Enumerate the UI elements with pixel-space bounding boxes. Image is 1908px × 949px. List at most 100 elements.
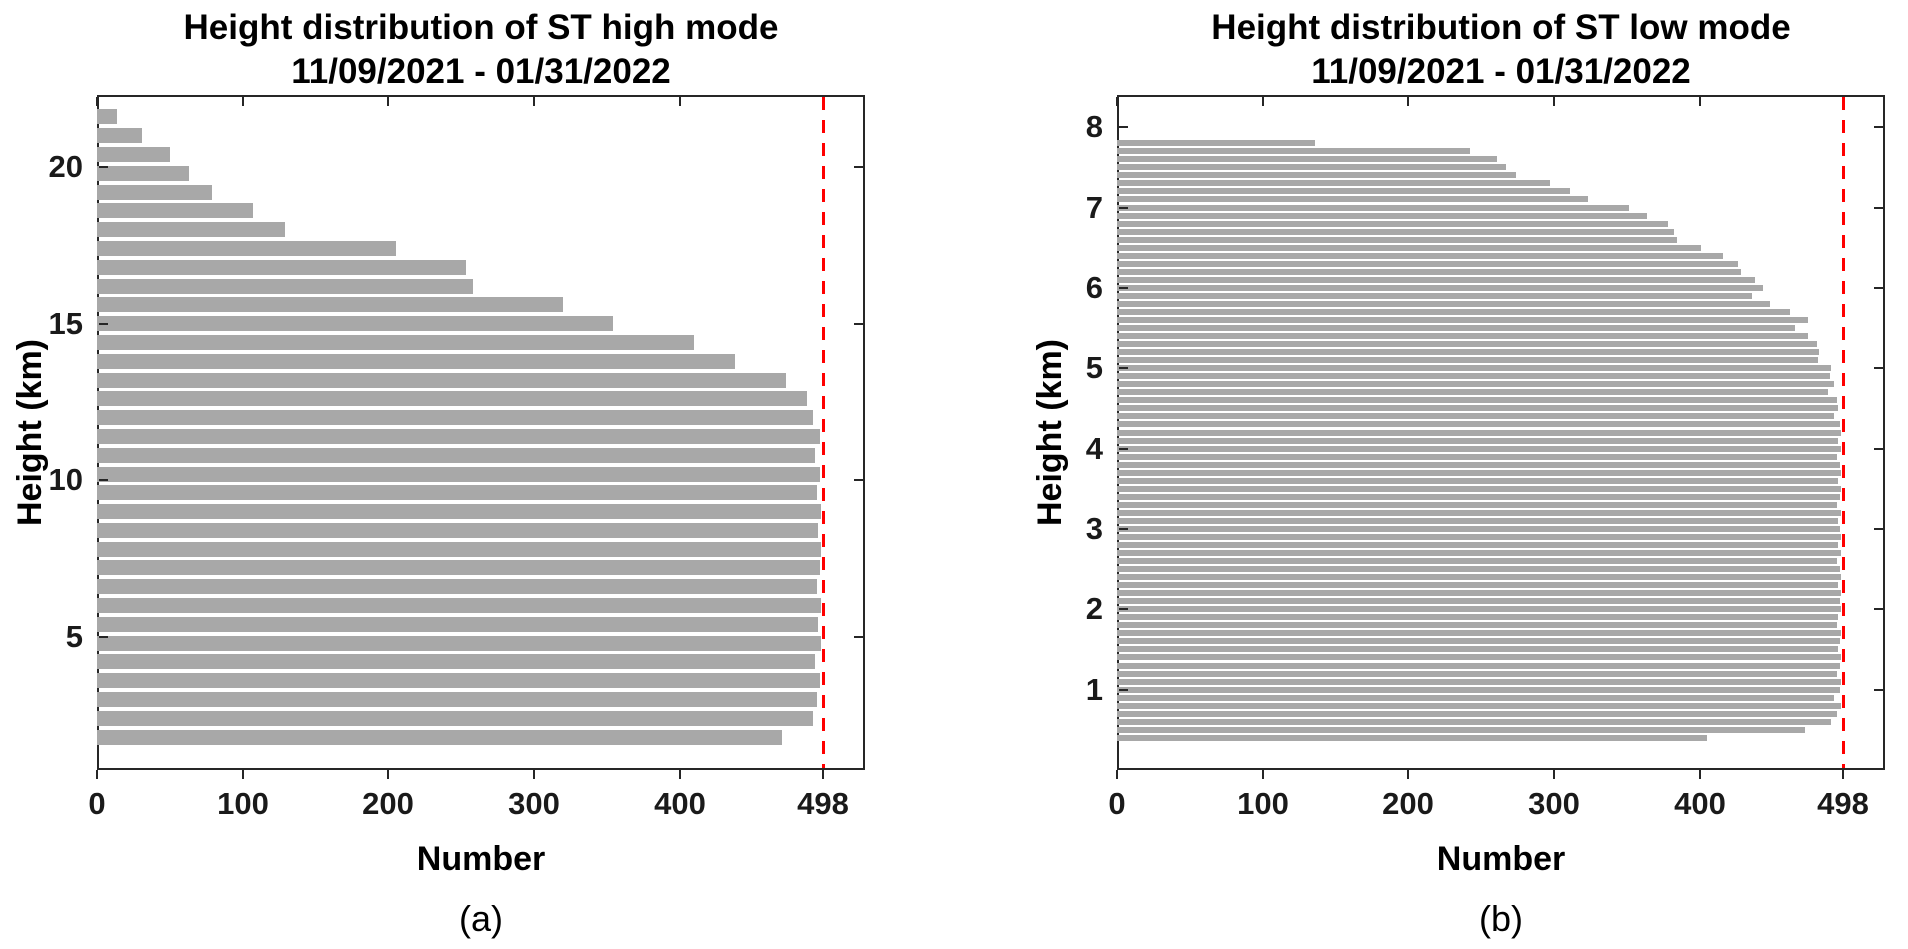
bar [97, 373, 786, 388]
bar [1117, 719, 1831, 725]
bar [97, 673, 820, 688]
tick-mark [1119, 608, 1128, 610]
bar [1117, 421, 1840, 427]
y-tick-label: 3 [1085, 511, 1103, 546]
bar [1117, 671, 1837, 677]
chart-subtitle: 11/09/2021 - 01/31/2022 [1311, 52, 1691, 91]
bar [1117, 397, 1837, 403]
bar [97, 598, 821, 613]
bar [1117, 502, 1837, 508]
bar [97, 260, 466, 275]
y-tick-label: 5 [1085, 350, 1103, 385]
bar [1117, 309, 1790, 315]
bar [1117, 349, 1819, 355]
x-tick-label: 498 [1817, 786, 1869, 821]
x-tick-label: 400 [654, 786, 706, 821]
bar [1117, 630, 1841, 636]
bar [97, 297, 563, 312]
tick-mark [1119, 287, 1128, 289]
bar [1117, 269, 1741, 275]
bar [1117, 518, 1838, 524]
x-tick-label: 300 [1528, 786, 1580, 821]
bar [1117, 566, 1840, 572]
y-tick-label: 8 [1085, 109, 1103, 144]
bar [1117, 606, 1841, 612]
bar [1117, 221, 1668, 227]
x-tick-label: 200 [1382, 786, 1434, 821]
bar [97, 203, 253, 218]
bar [1117, 317, 1808, 323]
y-tick-label: 6 [1085, 270, 1103, 305]
x-tick-label: 400 [1674, 786, 1726, 821]
bar [1117, 405, 1838, 411]
bar [1117, 341, 1817, 347]
bar [1117, 462, 1840, 468]
tick-mark [1262, 97, 1264, 106]
x-tick-label: 100 [1237, 786, 1289, 821]
bar [97, 579, 817, 594]
bar [1117, 180, 1550, 186]
tick-mark [1116, 770, 1118, 779]
bar [1117, 598, 1840, 604]
tick-mark [679, 770, 681, 779]
bar [1117, 172, 1516, 178]
tick-mark [99, 166, 108, 168]
reference-line-498 [1842, 97, 1845, 768]
bar [1117, 550, 1841, 556]
bar [1117, 196, 1588, 202]
bar [97, 636, 821, 651]
bar [1117, 365, 1831, 371]
x-tick-label: 200 [362, 786, 414, 821]
y-tick-label: 2 [1085, 591, 1103, 626]
x-tick-label: 0 [1108, 786, 1126, 821]
tick-mark [1407, 770, 1409, 779]
bar [97, 391, 807, 406]
tick-mark [1699, 97, 1701, 106]
bar [97, 504, 821, 519]
bar [97, 485, 817, 500]
bar [1117, 164, 1506, 170]
bar [1117, 357, 1818, 363]
tick-mark [1842, 770, 1844, 779]
tick-mark [1119, 528, 1128, 530]
tick-mark [1874, 126, 1883, 128]
bar [1117, 389, 1828, 395]
bar [1117, 325, 1795, 331]
bar [1117, 237, 1677, 243]
bar [1117, 285, 1763, 291]
y-axis-label: Height (km) [1031, 339, 1069, 526]
tick-mark [242, 97, 244, 106]
tick-mark [387, 97, 389, 106]
y-tick-label: 20 [48, 149, 83, 184]
bar [1117, 245, 1701, 251]
y-axis-label: Height (km) [11, 339, 49, 526]
y-tick-label: 15 [48, 306, 83, 341]
bar [97, 711, 813, 726]
chart-subtitle: 11/09/2021 - 01/31/2022 [291, 52, 671, 91]
bar [1117, 205, 1629, 211]
tick-mark [242, 770, 244, 779]
bar [97, 730, 782, 745]
bar [1117, 735, 1707, 741]
bar [1117, 687, 1840, 693]
tick-mark [1119, 126, 1128, 128]
tick-mark [533, 97, 535, 106]
bar [1117, 711, 1837, 717]
tick-mark [1119, 207, 1128, 209]
bar [1117, 156, 1497, 162]
bar [1117, 213, 1647, 219]
tick-mark [1553, 770, 1555, 779]
bar [97, 617, 818, 632]
bar [97, 185, 212, 200]
reference-line-498 [822, 97, 825, 768]
bar [1117, 622, 1837, 628]
bar [1117, 470, 1841, 476]
bar [1117, 478, 1838, 484]
tick-mark [679, 97, 681, 106]
panel-label: (b) [1479, 898, 1523, 939]
bar [1117, 188, 1570, 194]
tick-mark [1119, 367, 1128, 369]
bar [1117, 654, 1841, 660]
bar [1117, 614, 1838, 620]
